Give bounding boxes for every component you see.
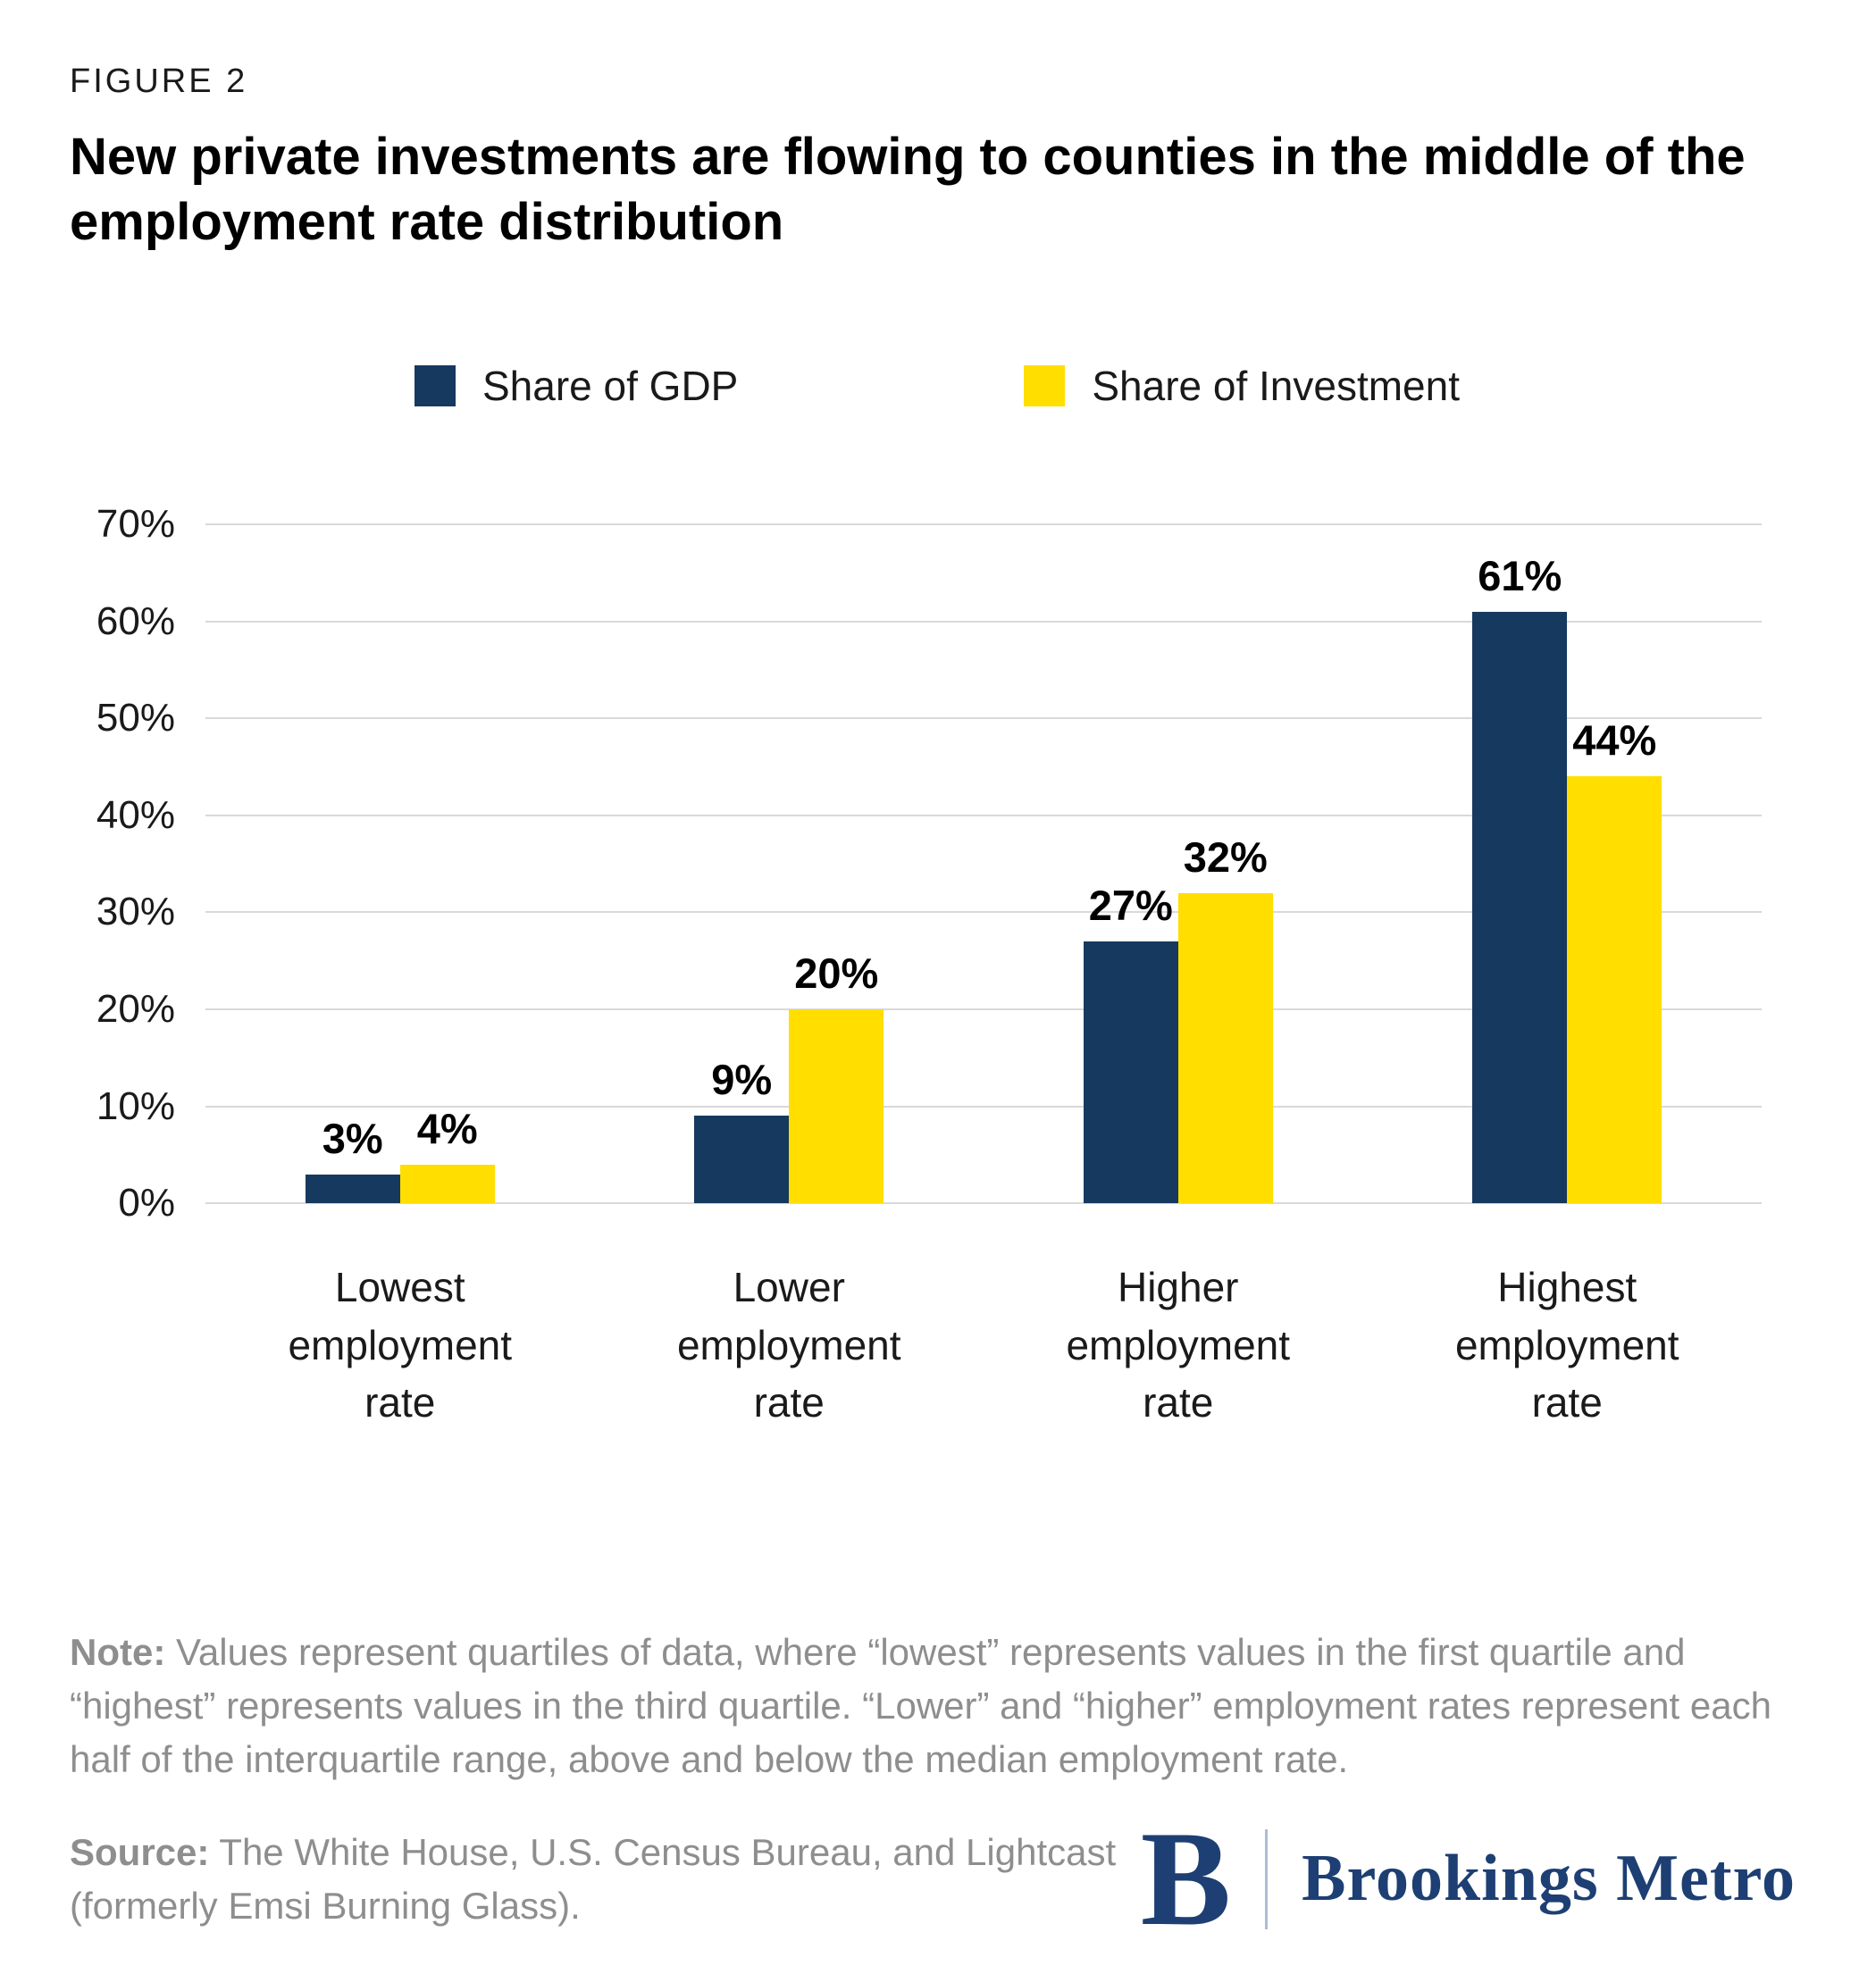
note-label: Note: [70, 1631, 166, 1674]
legend-item-investment: Share of Investment [1024, 362, 1460, 410]
y-tick-label: 30% [96, 890, 175, 934]
bar-group: 27% 32% [1083, 524, 1273, 1204]
y-tick-label: 20% [96, 987, 175, 1032]
bar-group: 3% 4% [305, 524, 495, 1204]
bar-share-of-gdp: 27% [1083, 882, 1178, 1204]
gridline [205, 911, 1762, 914]
y-tick-label: 0% [118, 1181, 175, 1225]
brookings-logo: B Brookings Metro [1140, 1803, 1805, 1954]
x-category-label: Higher employment rate [1066, 1264, 1291, 1426]
bar-share-of-investment: 32% [1177, 833, 1273, 1204]
gridline [205, 620, 1762, 623]
bar-share-of-gdp: 9% [694, 1056, 790, 1204]
bar-group: 61% 44% [1472, 524, 1662, 1204]
figure-label: FIGURE 2 [70, 63, 248, 100]
legend: Share of GDP Share of Investment [70, 362, 1805, 410]
note-text: Note: Values represent quartiles of data… [70, 1626, 1805, 1786]
source-text: Source: The White House, U.S. Census Bur… [70, 1826, 1124, 1932]
y-tick-label: 10% [96, 1083, 175, 1128]
footer: Source: The White House, U.S. Census Bur… [70, 1803, 1805, 1954]
bar-value-label: 44% [1572, 716, 1657, 765]
bar-share-of-investment: 4% [399, 1105, 495, 1204]
bar-share-of-investment: 44% [1567, 716, 1662, 1204]
x-category-label: Lower employment rate [676, 1264, 901, 1426]
source-body: The White House, U.S. Census Bureau, and… [70, 1831, 1117, 1927]
y-tick-label: 70% [96, 502, 175, 547]
logo-name: Brookings Metro [1302, 1842, 1796, 1916]
bar-value-label: 20% [794, 949, 879, 998]
y-axis: 0% 10% 20% 30% 40% 50% 60% 70% [70, 502, 205, 1225]
y-tick-label: 60% [96, 598, 175, 643]
gridline [205, 1105, 1762, 1108]
bar-value-label: 4% [416, 1104, 478, 1152]
bar-share-of-gdp: 3% [305, 1115, 400, 1204]
investment-swatch [1024, 365, 1066, 407]
legend-label-investment: Share of Investment [1092, 363, 1461, 410]
logo-divider [1265, 1828, 1269, 1929]
bar-value-label: 27% [1088, 882, 1173, 930]
gridline [205, 523, 1762, 526]
bar-value-label: 61% [1478, 551, 1562, 599]
chart-title: New private investments are flowing to c… [70, 128, 1746, 252]
y-tick-label: 40% [96, 792, 175, 837]
x-category-label: Lowest employment rate [288, 1264, 513, 1426]
gridline [205, 1202, 1762, 1205]
x-axis: Lowest employment rate Lower employment r… [205, 1259, 1762, 1431]
legend-label-gdp: Share of GDP [482, 363, 739, 410]
bar-chart: 0% 10% 20% 30% 40% 50% 60% 70% 3% 4% 9% 20% 27% 32% 6… [70, 502, 1805, 1225]
gdp-swatch [414, 365, 456, 407]
y-tick-label: 50% [96, 696, 175, 740]
plot-area: 3% 4% 9% 20% 27% 32% 61% 44% [205, 523, 1762, 1205]
bar-value-label: 32% [1183, 832, 1268, 881]
note-body: Values represent quartiles of data, wher… [70, 1631, 1771, 1780]
bar-group: 9% 20% [694, 524, 884, 1204]
gridline [205, 814, 1762, 816]
bar-value-label: 3% [322, 1114, 383, 1162]
bar-share-of-gdp: 61% [1472, 552, 1568, 1204]
x-category-label: Highest employment rate [1454, 1264, 1679, 1426]
logo-monogram: B [1140, 1803, 1232, 1954]
bar-groups: 3% 4% 9% 20% 27% 32% 61% 44% [205, 524, 1762, 1204]
gridline [205, 1008, 1762, 1011]
bar-share-of-investment: 20% [789, 949, 884, 1204]
gridline [205, 717, 1762, 720]
bar-value-label: 9% [711, 1056, 773, 1104]
legend-item-gdp: Share of GDP [414, 362, 739, 410]
source-label: Source: [70, 1831, 210, 1874]
